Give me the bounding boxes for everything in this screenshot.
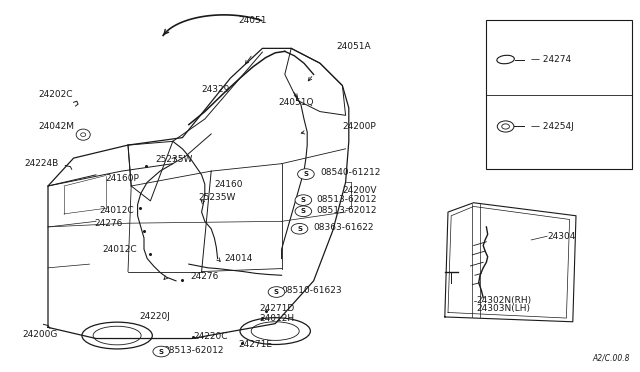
Ellipse shape <box>76 129 90 140</box>
Text: 24220J: 24220J <box>140 312 170 321</box>
Text: 08513-62012: 08513-62012 <box>163 346 224 355</box>
Text: 24012H: 24012H <box>259 314 294 323</box>
Text: 25235W: 25235W <box>198 193 236 202</box>
Text: 25235W: 25235W <box>156 155 193 164</box>
Bar <box>486 20 632 169</box>
Text: S: S <box>301 208 306 214</box>
Text: 24200P: 24200P <box>342 122 376 131</box>
Text: 24014: 24014 <box>224 254 252 263</box>
Text: 24200G: 24200G <box>22 330 58 339</box>
Text: S: S <box>159 349 164 355</box>
Text: 24304: 24304 <box>547 232 575 241</box>
Text: 24220C: 24220C <box>193 332 228 341</box>
Text: 24012C: 24012C <box>99 206 134 215</box>
Text: 08513-62012: 08513-62012 <box>317 195 378 203</box>
Text: 24160: 24160 <box>214 180 243 189</box>
Text: S: S <box>303 171 308 177</box>
Text: 24302N(RH): 24302N(RH) <box>477 296 532 305</box>
Text: 24051: 24051 <box>239 16 267 25</box>
Ellipse shape <box>268 287 285 297</box>
Text: 24276: 24276 <box>95 219 123 228</box>
Ellipse shape <box>295 195 312 205</box>
Text: 24202C: 24202C <box>38 90 73 99</box>
Text: 24224B: 24224B <box>24 159 59 168</box>
Ellipse shape <box>295 206 312 217</box>
Text: 24012C: 24012C <box>102 245 137 254</box>
Text: 24303N(LH): 24303N(LH) <box>477 304 531 312</box>
Text: — 24274: — 24274 <box>531 55 572 64</box>
Text: 08513-62012: 08513-62012 <box>317 206 378 215</box>
Text: 24329: 24329 <box>202 85 230 94</box>
Text: S: S <box>297 226 302 232</box>
Text: 24160P: 24160P <box>106 174 140 183</box>
Ellipse shape <box>298 169 314 179</box>
Ellipse shape <box>81 133 86 137</box>
Ellipse shape <box>291 224 308 234</box>
Text: S: S <box>274 289 279 295</box>
Text: 08540-61212: 08540-61212 <box>320 169 380 177</box>
Text: A2/C.00.8: A2/C.00.8 <box>593 354 630 363</box>
Text: 08510-61623: 08510-61623 <box>282 286 342 295</box>
Text: 24271D: 24271D <box>259 304 294 313</box>
Text: 24271E: 24271E <box>239 340 273 349</box>
Text: — 24254J: — 24254J <box>531 122 574 131</box>
Text: 24200V: 24200V <box>342 186 377 195</box>
Text: S: S <box>301 197 306 203</box>
Text: 24051A: 24051A <box>336 42 371 51</box>
Text: 08363-61622: 08363-61622 <box>314 223 374 232</box>
Text: 24042M: 24042M <box>38 122 74 131</box>
Text: 24276: 24276 <box>191 272 219 280</box>
Ellipse shape <box>153 346 170 357</box>
Text: 24051Q: 24051Q <box>278 98 314 107</box>
